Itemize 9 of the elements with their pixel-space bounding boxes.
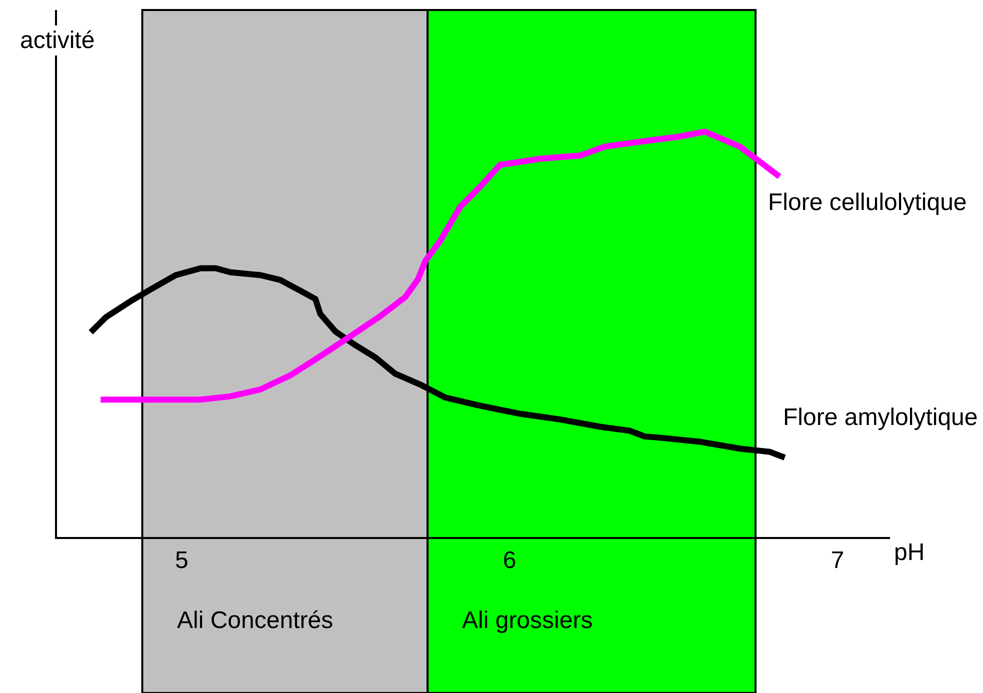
series-label: Flore amylolytique bbox=[783, 404, 978, 431]
band-label: Ali grossiers bbox=[462, 607, 593, 634]
band-label: Ali Concentrés bbox=[177, 607, 334, 634]
x-axis-title: pH bbox=[894, 539, 925, 566]
x-tick-label: 6 bbox=[502, 546, 516, 574]
x-tick-label: 5 bbox=[174, 546, 188, 574]
series-label: Flore cellulolytique bbox=[768, 189, 967, 216]
y-axis-title: activité bbox=[20, 27, 95, 54]
x-tick-label: 7 bbox=[830, 546, 844, 574]
